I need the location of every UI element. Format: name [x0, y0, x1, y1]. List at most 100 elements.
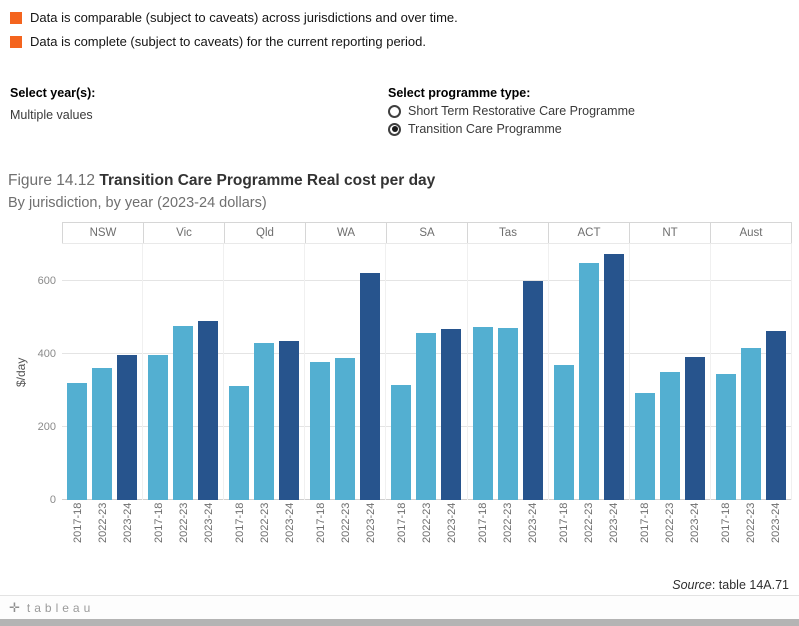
x-label-group-wa: 2017-18 2022-23 2023-24 [305, 503, 386, 567]
x-tick-label: 2022-23 [177, 503, 190, 544]
bar-qld-2023-24[interactable] [279, 340, 300, 500]
bar-nt-2017-18[interactable] [634, 392, 655, 500]
pane-wa [305, 244, 387, 500]
x-tick-label: 2022-23 [664, 503, 677, 544]
bar-aust-2022-23[interactable] [740, 347, 761, 500]
x-tick-label: 2023-24 [364, 503, 377, 544]
x-tick-label: 2023-24 [202, 503, 215, 544]
pane-sa [386, 244, 468, 500]
bar-wa-2023-24[interactable] [360, 272, 381, 500]
x-label-group-vic: 2017-18 2022-23 2023-24 [143, 503, 224, 567]
x-tick-label: 2017-18 [395, 503, 408, 544]
bar-sa-2022-23[interactable] [416, 332, 437, 500]
bar-sa-2023-24[interactable] [441, 329, 462, 500]
x-tick-label: 2017-18 [639, 503, 652, 544]
x-tick-label: 2023-24 [770, 503, 783, 544]
complete-swatch-icon [10, 35, 22, 48]
legend-item-complete: Data is complete (subject to caveats) fo… [10, 34, 458, 49]
column-header-nt: NT [630, 223, 711, 243]
x-tick-label: 2017-18 [71, 503, 84, 544]
column-header-vic: Vic [144, 223, 225, 243]
bar-vic-2017-18[interactable] [148, 354, 169, 500]
bar-wa-2017-18[interactable] [310, 361, 331, 500]
x-tick-label: 2023-24 [608, 503, 621, 544]
bar-tas-2022-23[interactable] [497, 328, 518, 500]
x-tick-label: 2022-23 [502, 503, 515, 544]
bar-act-2022-23[interactable] [578, 263, 599, 500]
figure-number: Figure 14.12 [8, 172, 100, 189]
tableau-wordmark: tableau [26, 600, 95, 615]
pane-qld [224, 244, 306, 500]
y-tick-label-400: 400 [37, 347, 56, 360]
pane-aust [711, 244, 792, 500]
year-filter-value[interactable]: Multiple values [10, 108, 93, 122]
programme-filter-label: Select programme type: [388, 86, 531, 100]
y-axis-ticks: 0 200 400 600 [0, 244, 56, 506]
bar-act-2023-24[interactable] [603, 254, 624, 500]
bar-aust-2017-18[interactable] [715, 373, 736, 500]
bar-wa-2022-23[interactable] [335, 358, 356, 500]
column-header-nsw: NSW [62, 223, 144, 243]
bar-chart: $/day NSW Vic Qld WA SA Tas ACT NT Aust 0 200 400 6… [0, 222, 799, 572]
legend-label-complete: Data is complete (subject to caveats) fo… [30, 34, 426, 49]
bar-nsw-2017-18[interactable] [67, 382, 88, 500]
x-tick-label: 2017-18 [720, 503, 733, 544]
x-label-group-tas: 2017-18 2022-23 2023-24 [468, 503, 549, 567]
bar-nt-2023-24[interactable] [684, 356, 705, 500]
x-tick-label: 2017-18 [558, 503, 571, 544]
figure-subtitle: By jurisdiction, by year (2023-24 dollar… [8, 195, 267, 211]
figure-title-block: Figure 14.12 Transition Care Programme R… [8, 172, 435, 211]
x-tick-label: 2017-18 [477, 503, 490, 544]
bar-sa-2017-18[interactable] [391, 385, 412, 500]
pane-nt [630, 244, 711, 500]
column-header-act: ACT [549, 223, 630, 243]
bar-nsw-2022-23[interactable] [92, 367, 113, 500]
x-label-group-act: 2017-18 2022-23 2023-24 [549, 503, 630, 567]
source-text: : table 14A.71 [711, 578, 789, 592]
source-prefix: Source [672, 578, 712, 592]
column-header-sa: SA [387, 223, 468, 243]
x-tick-label: 2022-23 [745, 503, 758, 544]
x-tick-label: 2022-23 [96, 503, 109, 544]
bar-nsw-2023-24[interactable] [117, 355, 138, 500]
filters-row: Select year(s): Multiple values Select p… [10, 86, 789, 136]
tableau-footer: ✛ tableau [0, 595, 799, 619]
radio-option-short-term-restorative-care[interactable]: Short Term Restorative Care Programme [388, 104, 789, 118]
programme-type-filter: Select programme type: Short Term Restor… [388, 86, 789, 136]
tableau-logo-icon: ✛ [9, 600, 20, 615]
x-label-group-qld: 2017-18 2022-23 2023-24 [224, 503, 305, 567]
pane-act [549, 244, 630, 500]
column-header-tas: Tas [468, 223, 549, 243]
figure-title: Figure 14.12 Transition Care Programme R… [8, 172, 435, 190]
column-header-aust: Aust [711, 223, 792, 243]
bar-qld-2022-23[interactable] [254, 343, 275, 500]
radio-option-transition-care[interactable]: Transition Care Programme [388, 122, 789, 136]
radio-icon-short-term[interactable] [388, 104, 401, 118]
x-tick-label: 2022-23 [339, 503, 352, 544]
gridline-600 [62, 279, 792, 281]
radio-icon-transition-care[interactable] [388, 122, 401, 136]
x-tick-label: 2022-23 [420, 503, 433, 544]
bar-vic-2022-23[interactable] [173, 325, 194, 500]
bar-nt-2022-23[interactable] [659, 372, 680, 500]
x-label-group-aust: 2017-18 2022-23 2023-24 [711, 503, 792, 567]
x-label-group-nsw: 2017-18 2022-23 2023-24 [62, 503, 143, 567]
column-header-wa: WA [306, 223, 387, 243]
radio-label-short-term: Short Term Restorative Care Programme [408, 104, 635, 118]
bottom-scrollbar[interactable] [0, 619, 799, 626]
source-note: Source: table 14A.71 [672, 578, 789, 592]
bar-qld-2017-18[interactable] [229, 386, 250, 500]
y-tick-label-600: 600 [37, 274, 56, 287]
bar-vic-2023-24[interactable] [198, 320, 219, 500]
bar-tas-2017-18[interactable] [472, 327, 493, 500]
plot-area [62, 244, 792, 500]
x-tick-label: 2017-18 [233, 503, 246, 544]
x-label-group-nt: 2017-18 2022-23 2023-24 [630, 503, 711, 567]
bar-tas-2023-24[interactable] [522, 281, 543, 500]
bar-act-2017-18[interactable] [553, 364, 574, 500]
caveat-legend: Data is comparable (subject to caveats) … [10, 10, 458, 58]
x-tick-label: 2023-24 [121, 503, 134, 544]
bar-aust-2023-24[interactable] [765, 331, 786, 500]
x-tick-label: 2023-24 [283, 503, 296, 544]
x-tick-label: 2023-24 [527, 503, 540, 544]
